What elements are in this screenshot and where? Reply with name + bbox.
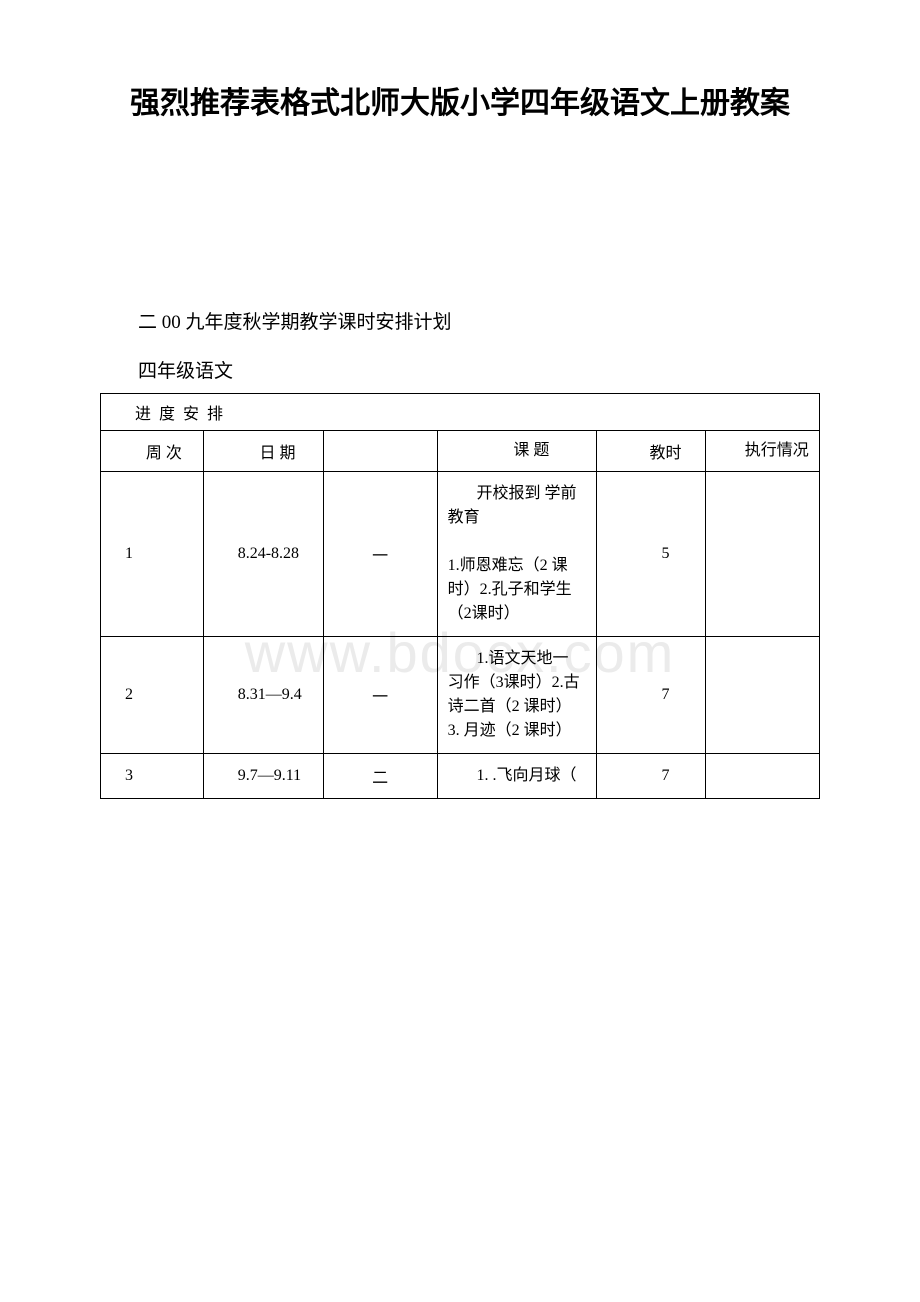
cell-topic: 1. .飞向月球（ (437, 754, 597, 799)
cell-unit: 一 (323, 637, 437, 754)
cell-week: 1 (101, 472, 204, 637)
semester-plan-label: 二 00 九年度秋学期教学课时安排计划 (100, 308, 820, 338)
cell-hours: 7 (597, 637, 705, 754)
cell-date: 8.24-8.28 (203, 472, 323, 637)
table-section-header: 进 度 安 排 (101, 394, 820, 431)
cell-date: 9.7—9.11 (203, 754, 323, 799)
cell-week: 3 (101, 754, 204, 799)
grade-subject-label: 四年级语文 (100, 356, 820, 383)
col-header-date: 日 期 (203, 431, 323, 472)
table-header-row: 周 次 日 期 课 题 教时 执行情况 (101, 431, 820, 472)
cell-week: 2 (101, 637, 204, 754)
cell-topic: 开校报到 学前教育 1.师恩难忘（2 课时）2.孔子和学生 （2课时） (437, 472, 597, 637)
col-header-unit (323, 431, 437, 472)
cell-hours: 5 (597, 472, 705, 637)
cell-topic: 1.语文天地一 习作（3课时）2.古诗二首（2 课时） 3. 月迹（2 课时） (437, 637, 597, 754)
col-header-status: 执行情况 (705, 431, 819, 472)
cell-status (705, 472, 819, 637)
table-section-row: 进 度 安 排 (101, 394, 820, 431)
table-row: 3 9.7—9.11 二 1. .飞向月球（ 7 (101, 754, 820, 799)
schedule-table: 进 度 安 排 周 次 日 期 课 题 教时 执行情况 1 8.24-8.28 … (100, 393, 820, 799)
col-header-hours: 教时 (597, 431, 705, 472)
table-row: 1 8.24-8.28 一 开校报到 学前教育 1.师恩难忘（2 课时）2.孔子… (101, 472, 820, 637)
table-row: 2 8.31—9.4 一 1.语文天地一 习作（3课时）2.古诗二首（2 课时）… (101, 637, 820, 754)
cell-unit: 二 (323, 754, 437, 799)
cell-unit: 一 (323, 472, 437, 637)
cell-status (705, 754, 819, 799)
document-content: 强烈推荐表格式北师大版小学四年级语文上册教案 二 00 九年度秋学期教学课时安排… (100, 80, 820, 799)
document-title: 强烈推荐表格式北师大版小学四年级语文上册教案 (100, 80, 820, 128)
col-header-week: 周 次 (101, 431, 204, 472)
cell-status (705, 637, 819, 754)
cell-date: 8.31—9.4 (203, 637, 323, 754)
cell-hours: 7 (597, 754, 705, 799)
col-header-topic: 课 题 (437, 431, 597, 472)
